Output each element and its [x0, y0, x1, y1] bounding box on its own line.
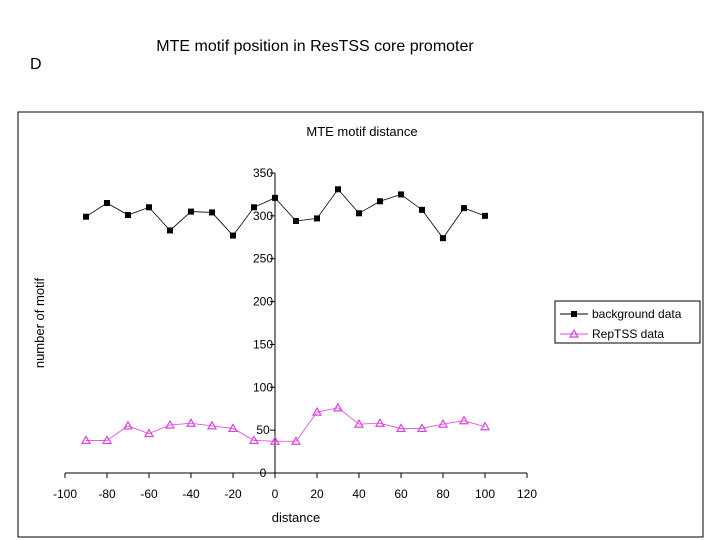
legend-box [554, 300, 701, 344]
data-point [101, 435, 113, 445]
data-point [356, 210, 362, 217]
x-tick-label: 40 [352, 487, 366, 501]
data-point [293, 218, 299, 224]
data-point [419, 206, 425, 213]
legend-label: RepTSS data [592, 327, 664, 341]
data-point [83, 213, 89, 220]
x-tick-label: -100 [53, 487, 77, 501]
data-point [206, 420, 218, 430]
data-point [335, 186, 341, 193]
x-tick-label: 80 [436, 487, 450, 501]
x-tick-label: 20 [310, 487, 324, 501]
x-tick-label: 100 [475, 487, 495, 501]
series-background-data [83, 186, 488, 242]
y-tick-label: 350 [253, 166, 273, 180]
data-point [332, 402, 344, 412]
y-tick-label: 0 [260, 466, 267, 480]
data-point [185, 418, 197, 427]
chart-title: MTE motif distance [306, 124, 417, 139]
data-point [167, 227, 173, 234]
data-point [377, 198, 383, 205]
panel-letter: D [30, 56, 42, 73]
series-layer [80, 186, 491, 445]
x-tick-label: 0 [272, 487, 279, 501]
data-point [227, 423, 239, 433]
x-tick-label: 120 [517, 487, 537, 501]
data-point [290, 436, 302, 445]
data-point [437, 418, 449, 428]
data-point [251, 204, 257, 211]
data-point [395, 423, 407, 433]
series-reptss-data [80, 402, 491, 445]
x-tick-label: -40 [182, 487, 200, 501]
data-point [209, 209, 215, 216]
slide-title: MTE motif position in ResTSS core promot… [156, 38, 474, 55]
data-point [458, 415, 470, 425]
y-tick-label: 200 [253, 295, 273, 309]
data-point [416, 423, 428, 433]
data-point [80, 435, 92, 445]
data-point [230, 232, 236, 239]
legend-marker [571, 311, 577, 317]
data-point [440, 235, 446, 242]
data-point [248, 435, 260, 445]
data-point [104, 200, 110, 206]
data-point [272, 194, 278, 201]
data-point [311, 406, 323, 416]
data-point [398, 191, 404, 198]
x-tick-label: -20 [224, 487, 242, 501]
data-point [482, 212, 488, 219]
data-point [269, 436, 281, 445]
y-tick-label: 100 [253, 380, 273, 394]
legend-label: background data [592, 307, 682, 321]
series-line [86, 407, 486, 442]
x-axis-label: distance [272, 510, 320, 525]
y-tick-label: 150 [253, 337, 273, 351]
x-tick-label: 60 [394, 487, 408, 501]
data-point [353, 418, 365, 428]
y-tick-label: 300 [253, 209, 273, 223]
data-point [164, 419, 176, 429]
data-point [146, 204, 152, 211]
legend: background data RepTSS data [554, 300, 701, 344]
data-point [374, 418, 386, 427]
data-point [461, 205, 467, 212]
data-point [479, 421, 491, 431]
data-point [122, 420, 134, 430]
data-point [143, 428, 155, 438]
x-tick-label: -80 [98, 487, 116, 501]
data-point [314, 215, 320, 222]
y-tick-label: 250 [253, 252, 273, 266]
y-axis-label: number of motif [32, 277, 47, 368]
series-line [85, 188, 486, 239]
data-point [125, 212, 131, 218]
y-tick-label: 50 [256, 423, 270, 437]
data-point [188, 208, 194, 215]
legend-marker [568, 328, 580, 338]
axes: -100 -80 -60 -40 -20 0 20 40 60 80 100 120 0 50 100 150… [53, 166, 537, 501]
x-tick-label: -60 [140, 487, 158, 501]
